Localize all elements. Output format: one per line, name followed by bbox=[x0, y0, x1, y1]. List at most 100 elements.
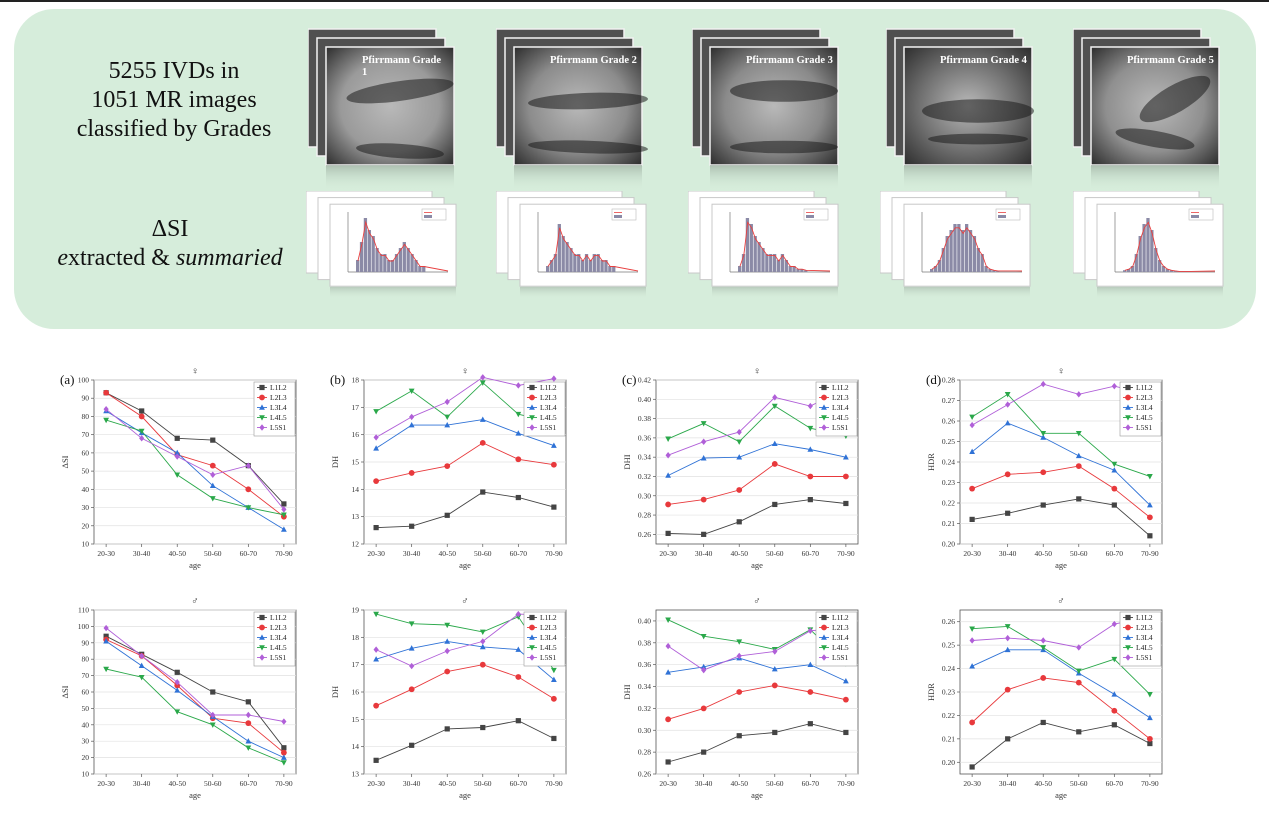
hist-bar bbox=[414, 260, 418, 272]
hist-bar bbox=[1134, 254, 1138, 272]
hist-bar bbox=[363, 218, 368, 272]
chart-svg: 12 13 14 15 16 17 18 20-30 30-40 40-50 50-60 60-70 7… bbox=[330, 366, 567, 570]
data-point bbox=[842, 677, 849, 684]
data-point bbox=[373, 409, 380, 415]
data-point bbox=[1111, 707, 1118, 714]
data-point bbox=[701, 438, 707, 445]
legend-entry: L4L5 bbox=[270, 413, 287, 422]
hist-bar bbox=[608, 266, 612, 272]
x-tick-label: 20-30 bbox=[367, 779, 385, 788]
line-chart-male-delta-si: 10 20 30 40 50 60 70 80 90 100 110 20-30 30-40 40-50 5… bbox=[60, 590, 360, 810]
y-tick-label: 0.40 bbox=[638, 395, 651, 404]
data-point bbox=[1004, 392, 1011, 398]
y-tick-label: 0.34 bbox=[638, 453, 651, 462]
disc-shadow bbox=[730, 140, 838, 154]
data-point bbox=[281, 506, 287, 513]
data-point bbox=[736, 487, 743, 493]
legend-entry: L1L2 bbox=[832, 613, 849, 622]
data-point bbox=[515, 456, 522, 463]
hist-bar bbox=[804, 270, 808, 272]
hist-bar bbox=[738, 266, 742, 272]
data-point bbox=[245, 738, 252, 744]
data-point bbox=[210, 689, 216, 695]
legend-marker bbox=[1125, 645, 1131, 651]
mr-slice bbox=[325, 46, 455, 166]
series-line-l4l5 bbox=[105, 419, 284, 516]
data-point bbox=[209, 462, 216, 469]
data-point bbox=[1004, 419, 1011, 426]
y-axis-label: DHI bbox=[622, 454, 632, 469]
y-tick-label: 50 bbox=[82, 467, 90, 476]
hist-bar bbox=[968, 230, 973, 272]
data-point bbox=[373, 757, 379, 763]
hist-bar bbox=[379, 254, 383, 272]
chart-title: ♂ bbox=[1057, 596, 1065, 607]
data-point bbox=[736, 519, 742, 525]
data-point bbox=[701, 749, 707, 755]
data-point bbox=[969, 637, 975, 644]
legend-entry: L5S1 bbox=[1136, 423, 1153, 432]
data-point bbox=[479, 416, 486, 422]
data-point bbox=[969, 448, 976, 455]
disc-shadow bbox=[1139, 75, 1211, 123]
grade-label: Pfirrmann Grade 1 bbox=[362, 55, 441, 78]
hist-bar bbox=[1130, 266, 1135, 272]
hist-bar bbox=[546, 266, 550, 272]
x-tick-label: 70-90 bbox=[545, 779, 563, 788]
hist-bar bbox=[1146, 218, 1150, 272]
hist-density-curve bbox=[357, 220, 449, 272]
data-point bbox=[479, 439, 486, 446]
hist-bar bbox=[565, 242, 569, 272]
mr-stack-svg: Pfirrmann Grade 3 bbox=[691, 28, 839, 191]
data-point bbox=[245, 462, 251, 469]
data-point bbox=[665, 617, 672, 623]
data-point bbox=[444, 647, 450, 655]
x-tick-label: 30-40 bbox=[695, 549, 713, 558]
data-point bbox=[1111, 485, 1118, 492]
data-point bbox=[1076, 729, 1082, 735]
x-axis-label: age bbox=[751, 560, 763, 570]
data-point bbox=[103, 417, 110, 424]
data-point bbox=[444, 622, 451, 629]
y-tick-label: 20 bbox=[82, 521, 90, 530]
series-line-l5s1 bbox=[105, 408, 285, 510]
y-tick-label: 0.22 bbox=[942, 499, 955, 508]
y-tick-label: 17 bbox=[352, 403, 360, 412]
hist-reflection bbox=[904, 287, 1030, 299]
si-extraction-label: ΔSI extracted & summaried bbox=[42, 215, 298, 273]
y-tick-label: 70 bbox=[82, 671, 90, 680]
x-tick-label: 60-70 bbox=[1106, 549, 1124, 558]
x-tick-label: 40-50 bbox=[730, 549, 748, 558]
data-point bbox=[409, 413, 415, 421]
hist-bar bbox=[584, 254, 589, 272]
data-point bbox=[843, 500, 849, 507]
legend-marker bbox=[259, 624, 265, 631]
hist-bar bbox=[761, 248, 765, 272]
series-line-l2l3 bbox=[105, 392, 285, 518]
hist-legend-box bbox=[421, 208, 447, 221]
data-point bbox=[209, 482, 216, 488]
x-tick-label: 70-90 bbox=[275, 779, 293, 788]
legend-entry: L2L3 bbox=[540, 623, 557, 632]
data-point bbox=[245, 720, 252, 727]
x-axis-label: age bbox=[1055, 560, 1067, 570]
chart-title: ♀ bbox=[753, 366, 761, 377]
data-point bbox=[1004, 646, 1011, 653]
series-line-l2l3 bbox=[668, 463, 846, 505]
data-point bbox=[550, 676, 557, 682]
data-point bbox=[515, 646, 522, 652]
legend-marker bbox=[529, 624, 535, 631]
y-tick-label: 0.27 bbox=[942, 396, 955, 405]
disc-shadow bbox=[528, 140, 648, 154]
hist-bar bbox=[988, 269, 992, 272]
series-line-l1l2 bbox=[375, 720, 555, 761]
hist-reflection bbox=[520, 287, 646, 299]
y-tick-label: 0.36 bbox=[638, 660, 651, 669]
legend-entry: L4L5 bbox=[1136, 413, 1153, 422]
legend-entry: L4L5 bbox=[540, 413, 557, 422]
y-tick-label: 100 bbox=[78, 376, 90, 385]
legend-entry: L1L2 bbox=[270, 613, 287, 622]
series-line-l3l4 bbox=[667, 443, 846, 476]
hist-bar bbox=[933, 266, 938, 272]
hist-bar bbox=[402, 242, 406, 272]
